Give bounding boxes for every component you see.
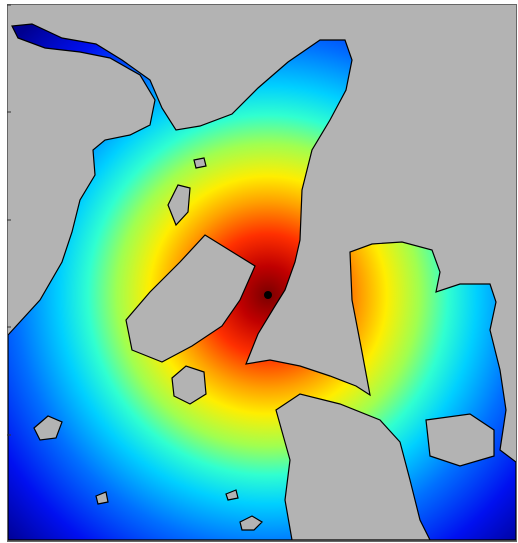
map (0, 0, 518, 543)
page: {} (0, 0, 518, 543)
source-point (264, 291, 272, 299)
